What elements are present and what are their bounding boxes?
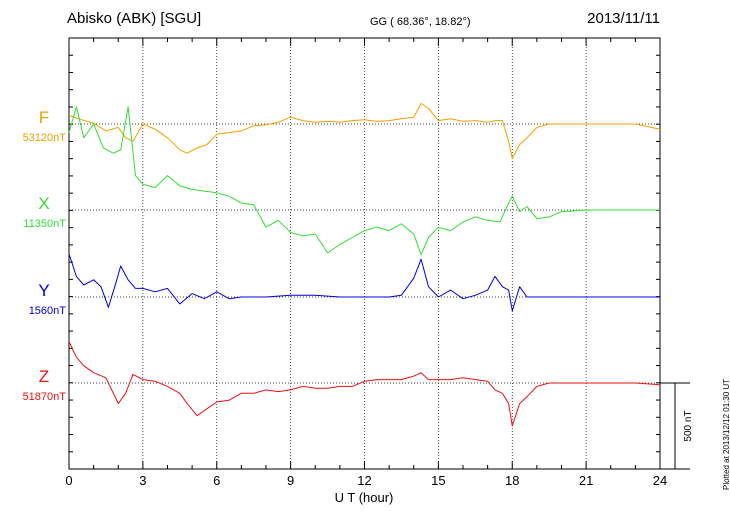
x-tick-label: 12 [357,473,371,488]
baseline-value-f: 53120nT [23,132,67,144]
trace-f [68,102,661,159]
station-title: Abisko (ABK) [SGU] [67,10,202,27]
scale-bar: 500 nT [660,382,694,470]
x-tick-label: 0 [65,473,72,488]
x-tick-label: 21 [579,473,593,488]
x-tick-label: 9 [287,473,294,488]
component-labels: F 53120nT X 11350nT Y 1560nT Z 51870nT [23,108,67,403]
x-tick-label: 15 [431,473,445,488]
baseline-value-z: 51870nT [23,391,67,403]
x-tick-labels: 0 3 6 9 12 15 18 21 24 [65,473,667,488]
x-axis-label: U T (hour) [335,490,394,505]
trace-y [68,253,660,312]
component-name-y: Y [38,281,49,300]
trace-x [68,106,660,256]
grid-lines [69,38,660,469]
axis-ticks [68,38,661,469]
component-name-f: F [39,108,49,127]
component-name-z: Z [39,367,49,386]
plotted-timestamp: Plotted at 2013/12/12 01:30 UT [722,378,730,490]
plot-date: 2013/11/11 [587,10,660,27]
x-tick-label: 3 [139,473,146,488]
component-name-x: X [38,194,49,213]
baseline-value-y: 1560nT [29,305,67,317]
baseline-value-x: 11350nT [23,218,66,230]
x-tick-label: 24 [653,473,667,488]
geographic-coordinates: GG ( 68.36°, 18.82°) [370,16,471,28]
scale-bar-label: 500 nT [683,410,694,441]
traces [68,102,661,427]
trace-z [68,341,661,427]
x-tick-label: 18 [505,473,519,488]
x-tick-label: 6 [213,473,220,488]
